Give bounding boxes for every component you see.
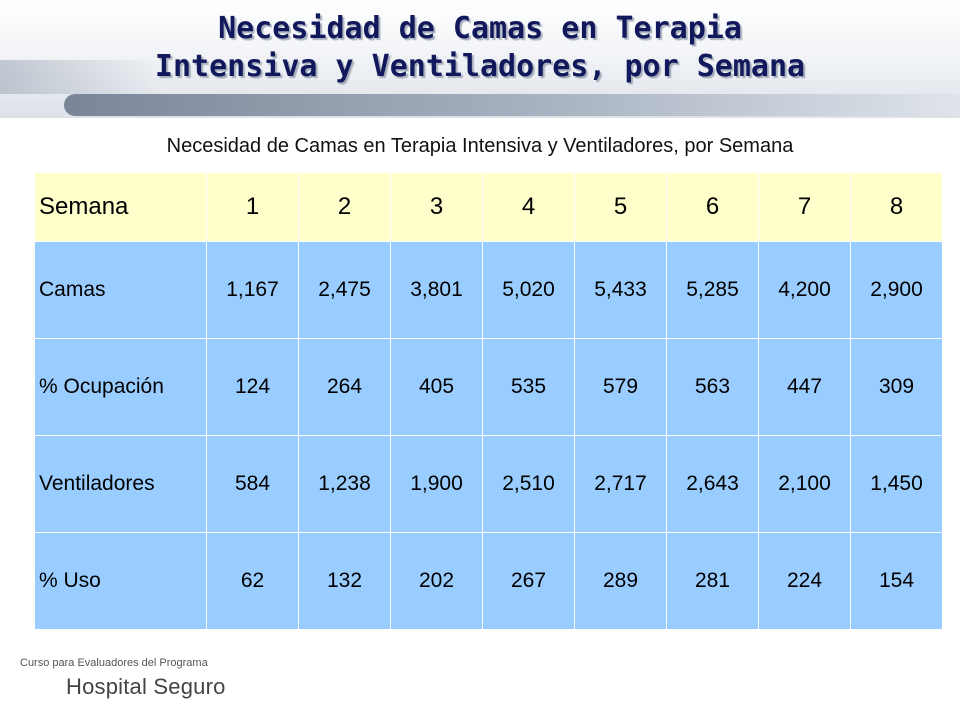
- header-cell-week-5: 5: [574, 172, 667, 242]
- table-row-ocupacion: % Ocupación 124 264 405 535 579 563 447 …: [34, 338, 943, 436]
- table-body: Camas 1,167 2,475 3,801 5,020 5,433 5,28…: [34, 241, 943, 630]
- table-cell: 1,450: [850, 435, 943, 533]
- table-cell: 1,900: [390, 435, 483, 533]
- table-cell: 2,475: [298, 241, 391, 339]
- header-cell-week-8: 8: [850, 172, 943, 242]
- table-cell: 2,100: [758, 435, 851, 533]
- slide-title: Necesidad de Camas en Terapia Intensiva …: [20, 10, 940, 86]
- table-cell: 202: [390, 532, 483, 630]
- header-cell-week-4: 4: [482, 172, 575, 242]
- table-cell: 535: [482, 338, 575, 436]
- table-cell: 5,433: [574, 241, 667, 339]
- data-table: Semana 1 2 3 4 5 6 7 8 Camas 1,167 2,475…: [34, 172, 943, 630]
- row-label: Camas: [34, 241, 207, 339]
- slide-title-line2: Intensiva y Ventiladores, por Semana: [154, 49, 806, 84]
- table-cell: 447: [758, 338, 851, 436]
- table-cell: 3,801: [390, 241, 483, 339]
- row-label: % Uso: [34, 532, 207, 630]
- table-cell: 405: [390, 338, 483, 436]
- table-cell: 1,238: [298, 435, 391, 533]
- table-cell: 1,167: [206, 241, 299, 339]
- header-cell-week-1: 1: [206, 172, 299, 242]
- table-cell: 154: [850, 532, 943, 630]
- header-cell-week-2: 2: [298, 172, 391, 242]
- table-cell: 267: [482, 532, 575, 630]
- table-cell: 5,020: [482, 241, 575, 339]
- footer-program-name: Hospital Seguro: [66, 674, 226, 699]
- table-cell: 2,510: [482, 435, 575, 533]
- table-cell: 2,717: [574, 435, 667, 533]
- table-cell: 5,285: [666, 241, 759, 339]
- table-cell: 62: [206, 532, 299, 630]
- table-cell: 281: [666, 532, 759, 630]
- table-row-ventiladores: Ventiladores 584 1,238 1,900 2,510 2,717…: [34, 435, 943, 533]
- footer-logo: Curso para Evaluadores del Programa Hosp…: [20, 656, 226, 701]
- table-cell: 584: [206, 435, 299, 533]
- table-row-camas: Camas 1,167 2,475 3,801 5,020 5,433 5,28…: [34, 241, 943, 339]
- table-caption: Necesidad de Camas en Terapia Intensiva …: [166, 135, 794, 157]
- table-row-uso: % Uso 62 132 202 267 289 281 224 154: [34, 532, 943, 630]
- header-cell-week-6: 6: [666, 172, 759, 242]
- table-cell: 2,900: [850, 241, 943, 339]
- table-header: Semana 1 2 3 4 5 6 7 8: [34, 172, 943, 242]
- header-decoration: [0, 60, 160, 94]
- slide-title-line1: Necesidad de Camas en Terapia: [218, 11, 742, 46]
- table-cell: 579: [574, 338, 667, 436]
- header-cell-semana: Semana: [34, 172, 207, 242]
- table-cell: 124: [206, 338, 299, 436]
- footer-course-text: Curso para Evaluadores del Programa: [20, 657, 208, 669]
- header-row: Semana 1 2 3 4 5 6 7 8: [34, 172, 943, 242]
- table-cell: 4,200: [758, 241, 851, 339]
- row-label: Ventiladores: [34, 435, 207, 533]
- table-cell: 264: [298, 338, 391, 436]
- row-label: % Ocupación: [34, 338, 207, 436]
- table-cell: 309: [850, 338, 943, 436]
- table-cell: 289: [574, 532, 667, 630]
- table-cell: 224: [758, 532, 851, 630]
- table-cell: 563: [666, 338, 759, 436]
- header-cell-week-7: 7: [758, 172, 851, 242]
- header-cell-week-3: 3: [390, 172, 483, 242]
- table-cell: 2,643: [666, 435, 759, 533]
- table-cell: 132: [298, 532, 391, 630]
- header-stripe: [64, 94, 960, 116]
